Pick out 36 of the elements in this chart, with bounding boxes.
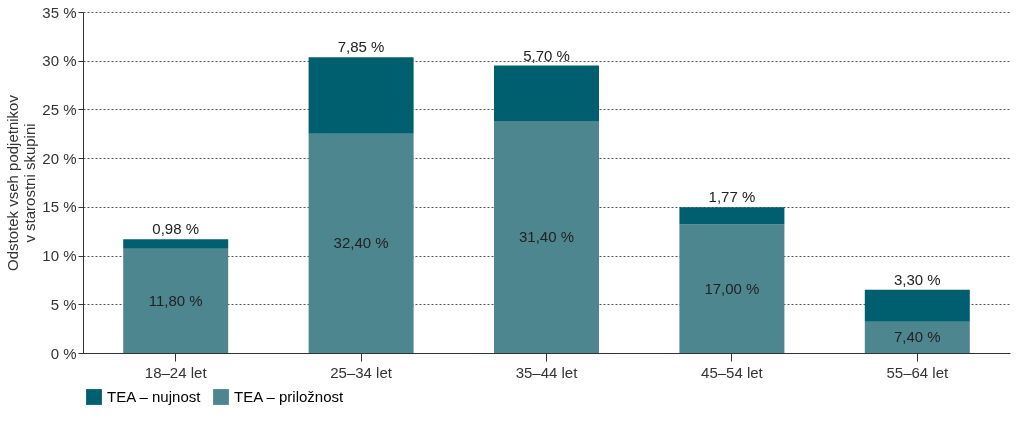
data-label: 3,30 % (893, 270, 941, 288)
data-label: 7,85 % (337, 38, 385, 56)
x-tick-label: 55–64 let (886, 363, 949, 381)
legend-label: TEA – priložnost (234, 388, 345, 405)
y-tick-label: 15 % (42, 198, 77, 216)
data-label: 1,77 % (708, 188, 756, 206)
data-label: 5,70 % (523, 46, 570, 64)
bar (308, 57, 414, 134)
x-tick-label: 35–44 let (515, 363, 579, 381)
y-tick-label: 30 % (42, 52, 77, 70)
y-tick-label: 10 % (42, 247, 77, 265)
data-label: 0,98 % (152, 220, 200, 238)
annotation: 7,40 % (893, 328, 941, 346)
bar (494, 121, 599, 353)
y-tick-label: 5 % (50, 295, 77, 313)
bar (123, 248, 229, 353)
bar (679, 224, 785, 353)
y-tick-label: 0 % (50, 344, 77, 362)
y-tick-label: 35 % (42, 3, 77, 21)
y-tick-label: 25 % (42, 100, 77, 118)
bar (679, 207, 785, 225)
legend-label: TEA – nujnost (107, 388, 202, 405)
x-tick-label: 45–54 let (701, 363, 764, 381)
bar (864, 289, 970, 322)
bar (494, 65, 599, 122)
bar (308, 133, 414, 353)
y-axis-title: Odstotek vseh podjetnikov v starostni skupini (4, 94, 39, 271)
bar (123, 239, 229, 249)
annotation: 31,40 % (518, 228, 575, 246)
x-tick-label: 25–34 let (330, 363, 393, 381)
bar (864, 321, 970, 353)
annotation: 32,40 % (333, 234, 389, 252)
annotation: 17,00 % (704, 279, 760, 297)
annotation: 11,80 % (148, 291, 203, 309)
y-tick-label: 20 % (42, 149, 77, 167)
x-tick-label: 18–24 let (144, 363, 208, 381)
